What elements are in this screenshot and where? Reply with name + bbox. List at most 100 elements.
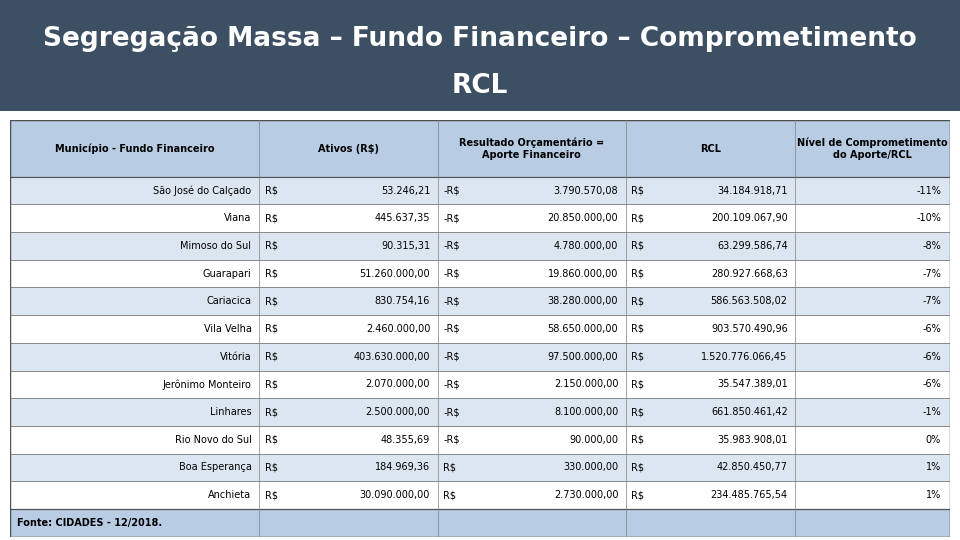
Text: 38.280.000,00: 38.280.000,00 [548, 296, 618, 306]
Text: R$: R$ [632, 352, 644, 362]
Text: 280.927.668,63: 280.927.668,63 [710, 268, 787, 279]
Text: Fonte: CIDADES - 12/2018.: Fonte: CIDADES - 12/2018. [17, 518, 162, 528]
Text: 2.070.000,00: 2.070.000,00 [366, 380, 430, 389]
Text: R$: R$ [632, 213, 644, 223]
Text: 445.637,35: 445.637,35 [374, 213, 430, 223]
Text: Vitória: Vitória [220, 352, 252, 362]
Text: 586.563.508,02: 586.563.508,02 [710, 296, 787, 306]
Text: -R$: -R$ [444, 213, 460, 223]
Text: 42.850.450,77: 42.850.450,77 [717, 462, 787, 472]
Text: -R$: -R$ [444, 380, 460, 389]
Text: R$: R$ [444, 462, 456, 472]
Text: -R$: -R$ [444, 352, 460, 362]
Text: R$: R$ [265, 352, 277, 362]
Text: 661.850.461,42: 661.850.461,42 [711, 407, 787, 417]
Text: 1%: 1% [925, 490, 941, 500]
Text: RCL: RCL [700, 144, 721, 153]
Text: -11%: -11% [916, 186, 941, 195]
Text: Linhares: Linhares [210, 407, 252, 417]
Text: R$: R$ [632, 268, 644, 279]
Text: -7%: -7% [923, 268, 941, 279]
Text: 90.000,00: 90.000,00 [569, 435, 618, 445]
Text: Boa Esperança: Boa Esperança [179, 462, 252, 472]
Text: R$: R$ [265, 241, 277, 251]
Text: 3.790.570,08: 3.790.570,08 [554, 186, 618, 195]
Bar [10, 426, 950, 454]
Text: 8.100.000,00: 8.100.000,00 [554, 407, 618, 417]
Text: -R$: -R$ [444, 186, 460, 195]
Text: R$: R$ [632, 407, 644, 417]
Bar [10, 260, 950, 287]
Text: R$: R$ [265, 296, 277, 306]
Text: Anchieta: Anchieta [208, 490, 252, 500]
Text: R$: R$ [444, 490, 456, 500]
Text: R$: R$ [265, 462, 277, 472]
Text: R$: R$ [632, 462, 644, 472]
Text: 330.000,00: 330.000,00 [564, 462, 618, 472]
Text: Vila Velha: Vila Velha [204, 324, 252, 334]
Text: -R$: -R$ [444, 435, 460, 445]
Text: 34.184.918,71: 34.184.918,71 [717, 186, 787, 195]
Bar [10, 481, 950, 509]
Text: -1%: -1% [923, 407, 941, 417]
Text: 200.109.067,90: 200.109.067,90 [711, 213, 787, 223]
Text: R$: R$ [265, 380, 277, 389]
Text: 830.754,16: 830.754,16 [374, 296, 430, 306]
Text: R$: R$ [632, 380, 644, 389]
Bar [10, 398, 950, 426]
Text: 903.570.490,96: 903.570.490,96 [711, 324, 787, 334]
Text: 2.500.000,00: 2.500.000,00 [366, 407, 430, 417]
Text: R$: R$ [265, 213, 277, 223]
Text: Jerônimo Monteiro: Jerônimo Monteiro [162, 379, 252, 389]
Text: -R$: -R$ [444, 407, 460, 417]
Text: -8%: -8% [923, 241, 941, 251]
Text: 2.460.000,00: 2.460.000,00 [366, 324, 430, 334]
Text: -R$: -R$ [444, 324, 460, 334]
Text: -7%: -7% [923, 296, 941, 306]
Text: 30.090.000,00: 30.090.000,00 [360, 490, 430, 500]
Text: Município - Fundo Financeiro: Município - Fundo Financeiro [55, 143, 214, 154]
Bar [10, 454, 950, 481]
Bar [10, 315, 950, 343]
Text: Nível de Comprometimento
do Aporte/RCL: Nível de Comprometimento do Aporte/RCL [798, 137, 948, 160]
Text: 97.500.000,00: 97.500.000,00 [547, 352, 618, 362]
Text: -6%: -6% [923, 352, 941, 362]
Text: 184.969,36: 184.969,36 [375, 462, 430, 472]
Text: R$: R$ [632, 490, 644, 500]
Text: Cariacica: Cariacica [206, 296, 252, 306]
Text: São José do Calçado: São José do Calçado [154, 185, 252, 196]
Text: 58.650.000,00: 58.650.000,00 [547, 324, 618, 334]
Bar [10, 177, 950, 204]
Text: 403.630.000,00: 403.630.000,00 [353, 352, 430, 362]
Text: 1%: 1% [925, 462, 941, 472]
Text: -6%: -6% [923, 380, 941, 389]
Text: R$: R$ [265, 490, 277, 500]
Text: 2.150.000,00: 2.150.000,00 [554, 380, 618, 389]
Text: 234.485.765,54: 234.485.765,54 [710, 490, 787, 500]
Text: 4.780.000,00: 4.780.000,00 [554, 241, 618, 251]
Text: 2.730.000,00: 2.730.000,00 [554, 490, 618, 500]
Text: 48.355,69: 48.355,69 [381, 435, 430, 445]
Text: Mimoso do Sul: Mimoso do Sul [180, 241, 252, 251]
Bar [10, 204, 950, 232]
Text: Resultado Orçamentário =
Aporte Financeiro: Resultado Orçamentário = Aporte Financei… [459, 137, 604, 160]
Text: 90.315,31: 90.315,31 [381, 241, 430, 251]
Text: R$: R$ [265, 435, 277, 445]
Text: R$: R$ [265, 268, 277, 279]
Text: -10%: -10% [916, 213, 941, 223]
Text: RCL: RCL [452, 73, 508, 99]
Text: -R$: -R$ [444, 241, 460, 251]
Text: R$: R$ [632, 435, 644, 445]
Text: Ativos (R$): Ativos (R$) [318, 144, 379, 153]
Bar [10, 287, 950, 315]
Text: 1.520.776.066,45: 1.520.776.066,45 [702, 352, 787, 362]
Text: 51.260.000,00: 51.260.000,00 [359, 268, 430, 279]
Text: R$: R$ [632, 186, 644, 195]
Bar [10, 509, 950, 537]
Text: -R$: -R$ [444, 268, 460, 279]
Text: R$: R$ [265, 324, 277, 334]
Text: 53.246,21: 53.246,21 [381, 186, 430, 195]
Text: -R$: -R$ [444, 296, 460, 306]
Text: 35.547.389,01: 35.547.389,01 [717, 380, 787, 389]
Text: R$: R$ [632, 324, 644, 334]
